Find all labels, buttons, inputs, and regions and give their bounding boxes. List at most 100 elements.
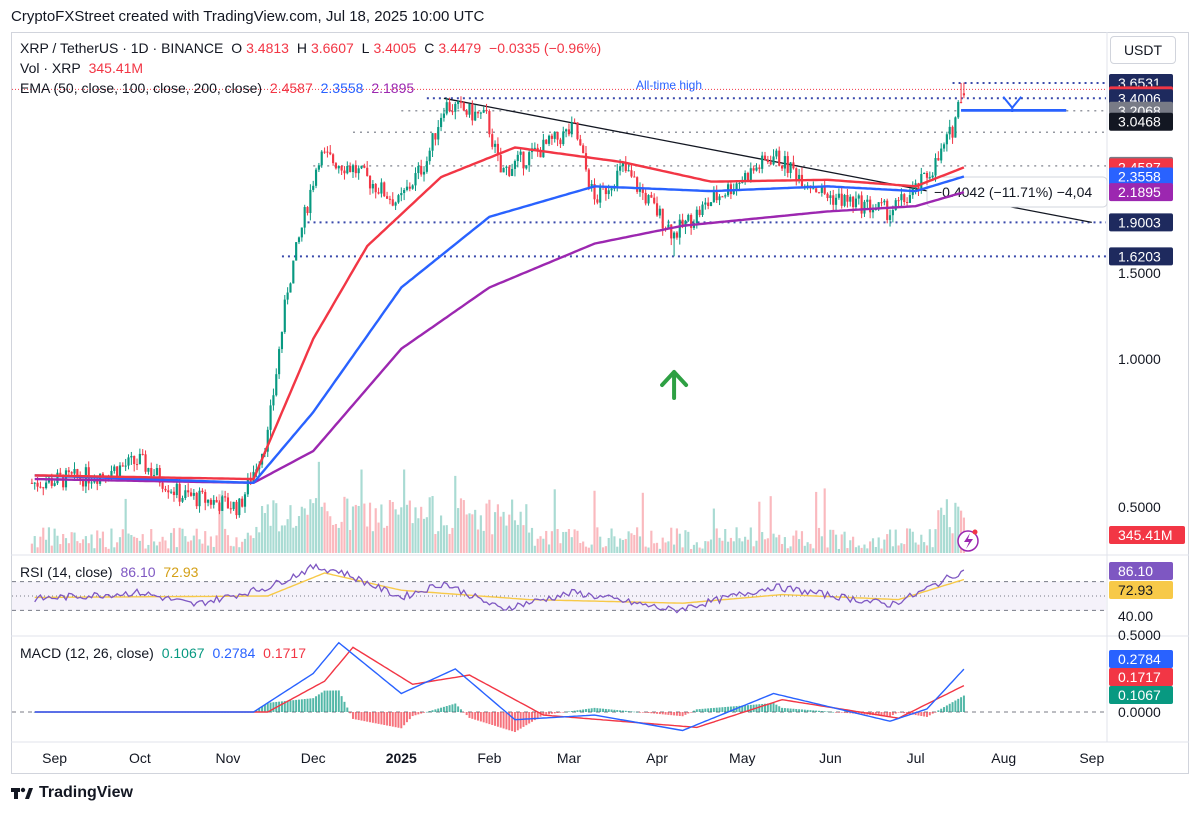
volume-bar: [258, 532, 261, 553]
volume-bar: [380, 504, 383, 553]
volume-bar: [587, 547, 590, 553]
macd-histogram-bar: [647, 712, 650, 713]
alert-dot: [972, 529, 978, 535]
macd-histogram-bar: [374, 712, 377, 724]
volume-bar: [320, 506, 323, 553]
candle-body: [50, 477, 53, 486]
candle-body: [113, 466, 116, 471]
volume-bar: [806, 542, 809, 553]
macd-histogram-bar: [826, 711, 829, 713]
ema-label[interactable]: EMA (50, close, 100, close, 200, close): [20, 80, 263, 96]
candle-body: [425, 161, 428, 172]
candle-body: [533, 147, 536, 149]
rsi-label[interactable]: RSI (14, close): [20, 564, 113, 580]
volume-bar: [849, 540, 852, 553]
volume-bar: [715, 528, 718, 553]
macd-histogram-bar: [511, 712, 514, 732]
symbol-title[interactable]: XRP / TetherUS · 1D · BINANCE: [20, 40, 224, 56]
candle-body: [942, 144, 946, 149]
macd-label[interactable]: MACD (12, 26, close): [20, 645, 154, 661]
volume-bar: [479, 515, 482, 553]
candle-body: [209, 499, 212, 505]
macd-histogram-bar: [835, 712, 838, 713]
volume-bar: [187, 541, 190, 553]
candle-body: [940, 148, 943, 161]
macd-histogram-bar: [272, 702, 275, 712]
volume-bar: [519, 511, 522, 553]
volume-bar: [877, 537, 880, 553]
candle-body: [62, 474, 65, 488]
macd-histogram-bar: [280, 701, 283, 712]
macd-histogram-bar: [579, 709, 582, 712]
macd-histogram-bar: [690, 712, 693, 713]
macd-histogram-bar: [431, 710, 434, 712]
currency-button[interactable]: USDT: [1110, 36, 1176, 64]
volume-bar: [212, 546, 215, 553]
candle-body: [150, 468, 153, 476]
volume-bar: [303, 508, 306, 553]
candle-body: [798, 174, 801, 181]
candle-body: [289, 283, 292, 293]
candle-body: [525, 165, 528, 169]
candle-body: [951, 126, 954, 138]
macd-histogram-bar: [590, 708, 593, 712]
candle-body: [161, 482, 164, 489]
macd-histogram-bar: [809, 710, 812, 712]
volume-bar: [690, 548, 693, 553]
volume-label[interactable]: Vol · XRP: [20, 60, 81, 76]
macd-histogram-bar: [857, 712, 860, 714]
candle-body: [638, 187, 642, 192]
macd-histogram-bar: [539, 712, 542, 717]
macd-histogram-bar: [457, 706, 460, 712]
candle-body: [834, 197, 838, 205]
volume-bar: [667, 541, 670, 553]
candle-body: [215, 500, 218, 503]
macd-histogram-bar: [795, 708, 798, 712]
macd-histogram-bar: [627, 711, 630, 712]
volume-bar: [383, 527, 386, 553]
candle-body: [570, 122, 573, 135]
tradingview-logo[interactable]: TradingView: [11, 784, 133, 802]
time-tick-label: Jun: [819, 750, 842, 766]
candle-body: [343, 170, 346, 174]
macd-histogram-bar: [266, 702, 269, 712]
macd-histogram-bar: [667, 712, 670, 715]
macd-histogram-bar: [727, 706, 730, 712]
candle-body: [317, 165, 320, 170]
candle-body: [403, 189, 406, 194]
candle-body: [428, 150, 431, 162]
price-label-box: [1109, 247, 1173, 266]
volume-bar: [172, 528, 176, 553]
candle-body: [607, 190, 610, 195]
candle-body: [539, 150, 542, 158]
volume-bar: [167, 548, 170, 553]
macd-histogram-bar: [303, 699, 306, 712]
volume-bar: [604, 546, 607, 553]
candle-body: [817, 192, 821, 194]
macd-histogram-bar: [360, 712, 363, 721]
macd-histogram-bar: [741, 705, 744, 712]
macd-histogram-bar: [661, 712, 664, 715]
volume-bar: [121, 529, 124, 553]
time-tick-label: Aug: [991, 750, 1016, 766]
candle-body: [152, 475, 156, 477]
candle-body: [542, 139, 545, 158]
candle-body: [567, 129, 571, 135]
candle-body: [579, 139, 582, 146]
volume-bar: [709, 539, 713, 553]
candle-body: [482, 109, 485, 113]
volume-bar: [744, 536, 747, 553]
candle-body: [641, 187, 644, 193]
candle-body: [476, 111, 480, 114]
candle-body: [147, 468, 150, 472]
candle-body: [860, 195, 863, 214]
volume-bar: [400, 507, 403, 553]
macd-histogram-bar: [789, 708, 792, 712]
macd-histogram-bar: [334, 690, 337, 712]
open-value: 3.4813: [246, 40, 289, 56]
candle-body: [303, 207, 306, 228]
volume-value: 345.41M: [88, 60, 144, 76]
time-tick-label: Apr: [646, 750, 668, 766]
candle-body: [383, 182, 386, 197]
